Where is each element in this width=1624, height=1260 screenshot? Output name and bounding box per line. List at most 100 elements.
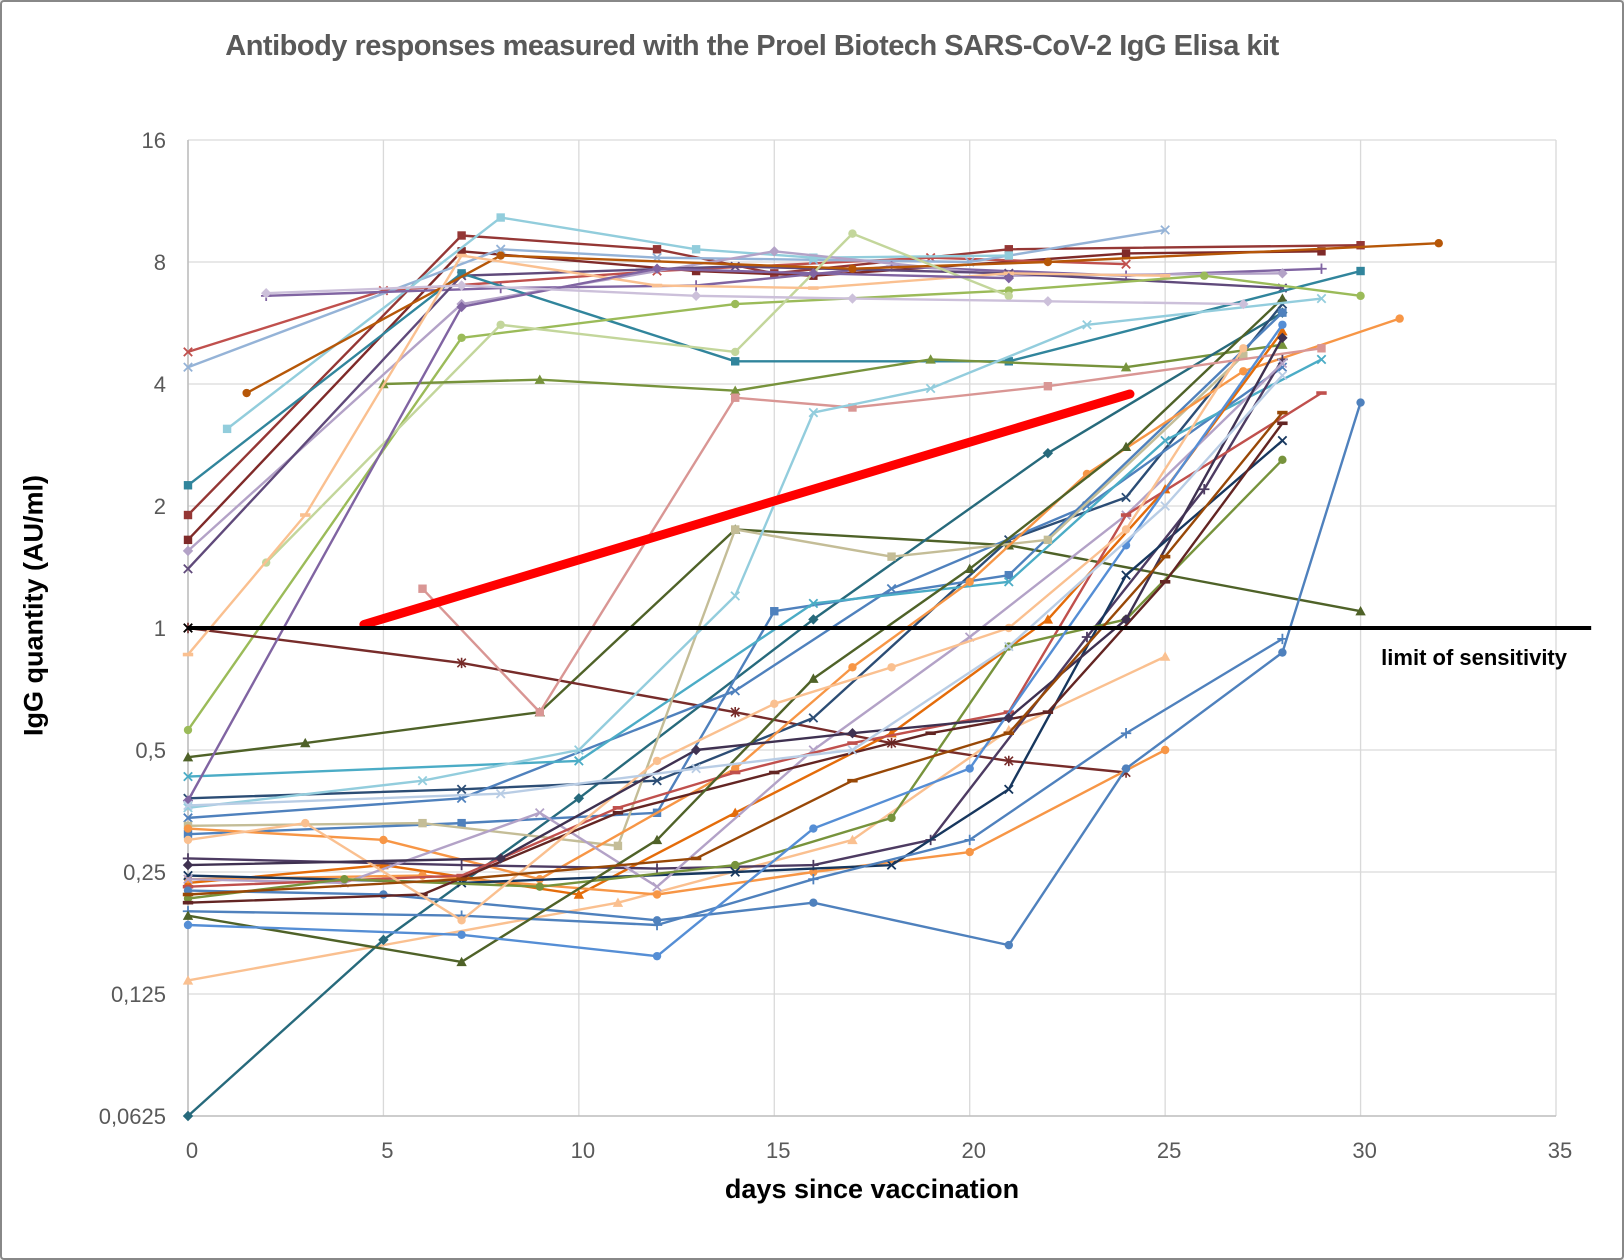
marker-x: [183, 800, 193, 811]
x-tick-label: 5: [381, 1138, 393, 1163]
marker-diamond: [573, 793, 585, 804]
marker-x: [574, 756, 584, 766]
marker-diamond: [1003, 712, 1014, 724]
marker-circle: [770, 699, 779, 709]
marker-x: [534, 807, 545, 818]
marker-circle: [1121, 525, 1131, 534]
marker-diamond: [182, 859, 194, 871]
marker-plus: [1199, 484, 1210, 495]
marker-square: [222, 424, 232, 434]
marker-circle: [809, 824, 818, 833]
marker-x: [847, 745, 858, 755]
chart-title: Antibody responses measured with the Pro…: [225, 30, 1279, 62]
marker-square: [496, 213, 505, 222]
marker-circle: [1004, 940, 1013, 950]
marker-plus: [1316, 263, 1327, 274]
marker-circle: [183, 835, 193, 845]
marker-asterisk: [456, 657, 467, 669]
marker-x: [808, 407, 819, 418]
marker-dash: [456, 253, 467, 258]
marker-square: [183, 535, 193, 545]
series-line-patient-18: [186, 311, 1284, 1118]
marker-square: [457, 818, 466, 828]
marker-dash: [456, 873, 467, 878]
marker-x: [730, 591, 741, 601]
marker-dash: [182, 652, 194, 657]
marker-triangle: [925, 354, 936, 364]
marker-diamond: [456, 280, 467, 291]
marker-dash: [690, 856, 702, 861]
x-tick-label: 15: [766, 1138, 790, 1163]
marker-circle: [652, 890, 662, 899]
marker-circle: [457, 916, 466, 925]
marker-x: [1160, 435, 1170, 446]
marker-diamond: [495, 853, 506, 864]
marker-x: [730, 685, 741, 696]
marker-circle: [496, 251, 505, 260]
marker-plus: [964, 834, 975, 846]
series-line-patient-39: [186, 267, 1010, 802]
marker-dash: [925, 731, 936, 736]
marker-circle: [1121, 764, 1131, 773]
marker-diamond: [1277, 332, 1288, 344]
marker-circle: [1278, 648, 1287, 657]
marker-diamond: [182, 795, 194, 806]
marker-square: [183, 829, 193, 839]
marker-circle: [340, 874, 349, 884]
marker-diamond: [378, 934, 389, 946]
marker-x: [574, 745, 584, 755]
marker-x: [1316, 354, 1327, 365]
marker-triangle: [612, 897, 624, 907]
marker-x: [1121, 492, 1131, 503]
marker-diamond: [808, 268, 819, 279]
marker-triangle: [534, 374, 545, 384]
marker-triangle: [456, 956, 467, 967]
marker-circle: [731, 347, 740, 357]
marker-square: [731, 357, 740, 366]
marker-circle: [1278, 320, 1287, 329]
marker-plus: [651, 863, 663, 874]
x-tick-label: 25: [1157, 1138, 1181, 1163]
marker-square: [652, 245, 662, 254]
marker-square: [848, 403, 857, 412]
marker-circle: [848, 663, 857, 672]
marker-triangle: [730, 385, 741, 395]
marker-square: [457, 231, 466, 240]
marker-square: [770, 607, 779, 616]
marker-triangle: [808, 673, 819, 683]
marker-asterisk: [1004, 755, 1014, 767]
marker-square: [1004, 570, 1013, 580]
marker-triangle: [1159, 651, 1171, 661]
marker-circle: [1160, 745, 1170, 755]
marker-triangle: [1355, 606, 1366, 616]
marker-diamond: [1003, 272, 1014, 284]
marker-x: [808, 713, 819, 723]
marker-diamond: [847, 728, 858, 739]
marker-diamond: [1042, 447, 1054, 459]
marker-diamond: [260, 288, 272, 299]
y-tick-label: 0,125: [111, 982, 166, 1007]
marker-circle: [496, 320, 505, 329]
y-tick-label: 0,0625: [99, 1104, 166, 1129]
marker-triangle: [847, 834, 858, 845]
marker-dash: [456, 877, 467, 881]
marker-dash: [182, 900, 194, 905]
marker-x: [1003, 784, 1014, 795]
marker-square: [457, 247, 466, 256]
marker-x: [1003, 576, 1014, 587]
marker-square: [183, 510, 193, 520]
marker-dash: [612, 810, 624, 815]
marker-dash: [182, 892, 194, 897]
x-tick-label: 30: [1352, 1138, 1376, 1163]
x-tick-label: 10: [571, 1138, 595, 1163]
marker-x: [183, 813, 193, 823]
marker-diamond: [1277, 268, 1288, 279]
marker-circle: [652, 951, 662, 961]
y-tick-label: 0,25: [123, 860, 166, 885]
marker-square: [1239, 351, 1248, 360]
marker-circle: [731, 860, 740, 870]
marker-square: [1317, 344, 1326, 353]
marker-dash: [847, 778, 858, 783]
marker-circle: [809, 898, 818, 907]
